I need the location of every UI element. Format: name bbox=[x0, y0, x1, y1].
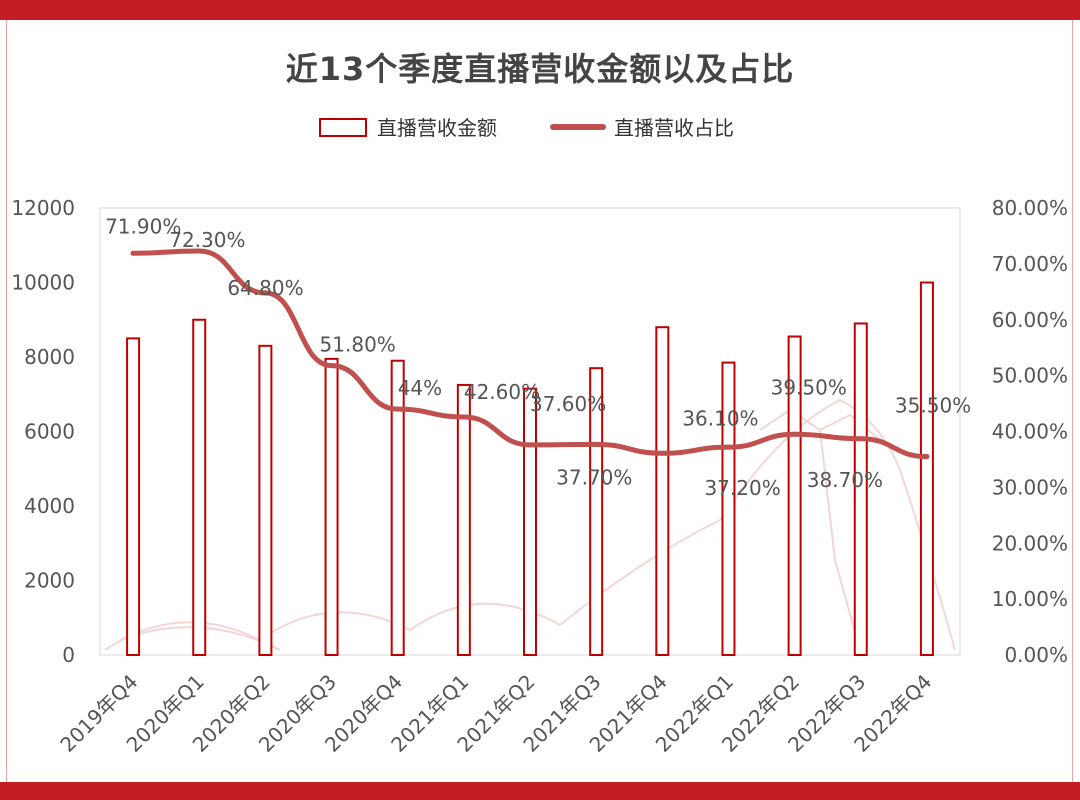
legend-bar-swatch bbox=[319, 118, 367, 137]
bar bbox=[919, 281, 934, 656]
right-tick-label: 40.00% bbox=[992, 420, 1068, 444]
line-point bbox=[527, 442, 533, 448]
right-tick-label: 80.00% bbox=[992, 196, 1068, 220]
legend: 直播营收金额 直播营收占比 bbox=[319, 116, 734, 140]
bar bbox=[126, 337, 141, 656]
line-point bbox=[196, 248, 202, 254]
left-tick-label: 8000 bbox=[24, 345, 75, 369]
line-point bbox=[262, 290, 268, 296]
left-tick-label: 6000 bbox=[24, 420, 75, 444]
data-label: 44% bbox=[398, 376, 442, 400]
left-axis: 0 2000 4000 6000 8000 10000 12000 bbox=[11, 196, 75, 667]
right-tick-label: 30.00% bbox=[992, 475, 1068, 499]
data-label: 36.10% bbox=[682, 406, 758, 430]
right-tick-label: 10.00% bbox=[992, 587, 1068, 611]
line-point bbox=[329, 363, 335, 369]
chart-title: 近13个季度直播营收金额以及占比 bbox=[285, 50, 795, 88]
data-label: 37.60% bbox=[530, 392, 606, 416]
line-point bbox=[858, 436, 864, 442]
bar-series bbox=[126, 281, 934, 656]
line-point bbox=[659, 450, 665, 456]
bar bbox=[721, 361, 736, 656]
line-point bbox=[725, 444, 731, 450]
left-tick-label: 4000 bbox=[24, 494, 75, 518]
x-axis: 2019年Q42020年Q12020年Q22020年Q32020年Q42021年… bbox=[55, 670, 936, 757]
line-point bbox=[792, 431, 798, 437]
legend-bar-label: 直播营收金额 bbox=[377, 116, 497, 140]
left-tick-label: 12000 bbox=[11, 196, 75, 220]
bar bbox=[258, 344, 273, 656]
bar bbox=[655, 326, 670, 656]
data-label: 37.70% bbox=[556, 465, 632, 489]
left-tick-label: 0 bbox=[62, 643, 75, 667]
line-series: 71.90%72.30% 64.80% 51.80%44% 42.60%37.60% 3… bbox=[105, 214, 971, 500]
line-point bbox=[130, 250, 136, 256]
right-border bbox=[1072, 20, 1073, 782]
bar bbox=[324, 357, 339, 656]
right-tick-label: 70.00% bbox=[992, 252, 1068, 276]
line-point bbox=[593, 441, 599, 447]
right-tick-label: 50.00% bbox=[992, 364, 1068, 388]
right-tick-label: 0.00% bbox=[1004, 643, 1068, 667]
data-label: 35.50% bbox=[895, 394, 971, 418]
left-border bbox=[6, 20, 7, 782]
right-tick-label: 20.00% bbox=[992, 531, 1068, 555]
bar bbox=[787, 335, 802, 656]
bar bbox=[456, 383, 471, 656]
bar bbox=[192, 318, 207, 656]
bar bbox=[390, 359, 405, 656]
left-tick-label: 10000 bbox=[11, 271, 75, 295]
data-label: 38.70% bbox=[807, 468, 883, 492]
data-label: 64.80% bbox=[227, 276, 303, 300]
top-band bbox=[0, 0, 1080, 20]
line-point bbox=[924, 454, 930, 460]
bar bbox=[853, 322, 868, 656]
data-label: 51.80% bbox=[320, 333, 396, 357]
right-axis: 0.00% 10.00% 20.00% 30.00% 40.00% 50.00% 60.00… bbox=[992, 196, 1068, 667]
bar bbox=[523, 387, 537, 656]
data-label: 39.50% bbox=[771, 375, 847, 399]
left-tick-label: 2000 bbox=[24, 569, 75, 593]
data-label: 72.30% bbox=[169, 228, 245, 252]
data-label: 71.90% bbox=[105, 214, 181, 238]
line-point bbox=[461, 414, 467, 420]
legend-line-label: 直播营收占比 bbox=[614, 116, 734, 140]
line-point bbox=[395, 406, 401, 412]
data-label: 42.60% bbox=[464, 380, 540, 404]
data-label: 37.20% bbox=[704, 476, 780, 500]
bottom-band bbox=[0, 782, 1080, 800]
bar bbox=[589, 367, 604, 656]
right-tick-label: 60.00% bbox=[992, 308, 1068, 332]
